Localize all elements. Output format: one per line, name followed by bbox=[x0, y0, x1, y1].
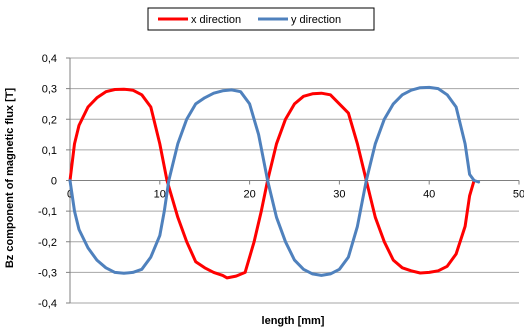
y-tick-label-1: -0,3 bbox=[38, 267, 57, 279]
y-axis-label: Bz component of magnetic flux [T] bbox=[4, 88, 16, 269]
y-tick-label-2: -0,2 bbox=[38, 237, 57, 249]
legend-label-x-direction: x direction bbox=[191, 14, 241, 26]
x-tick-label-5: 50 bbox=[513, 189, 524, 201]
y-tick-label-5: 0,1 bbox=[42, 145, 57, 157]
y-tick-label-6: 0,2 bbox=[42, 114, 57, 126]
y-tick-labels: -0,4 -0,3 -0,2 -0,1 0 0,1 0,2 0,3 0,4 bbox=[38, 53, 57, 310]
x-tick-label-4: 40 bbox=[423, 189, 435, 201]
x-tick-label-1: 10 bbox=[154, 189, 166, 201]
series-lines bbox=[68, 85, 481, 280]
x-tick-label-3: 30 bbox=[333, 189, 345, 201]
legend: x direction y direction bbox=[147, 7, 375, 31]
y-tick-label-3: -0,1 bbox=[38, 206, 57, 218]
series-line-x-direction bbox=[68, 87, 476, 280]
y-tick-label-4: 0 bbox=[51, 176, 57, 188]
series-line-y-direction bbox=[68, 85, 481, 277]
x-tick-label-2: 20 bbox=[243, 189, 255, 201]
y-tick-label-7: 0,3 bbox=[42, 84, 57, 96]
x-axis-label: length [mm] bbox=[262, 315, 325, 327]
axes bbox=[66, 57, 520, 304]
legend-label-y-direction: y direction bbox=[291, 14, 341, 26]
y-tick-label-8: 0,4 bbox=[42, 53, 57, 65]
x-tick-label-0: 0 bbox=[67, 189, 73, 201]
y-tick-label-0: -0,4 bbox=[38, 298, 57, 310]
x-tick-labels: 0 10 20 30 40 50 bbox=[67, 189, 524, 201]
